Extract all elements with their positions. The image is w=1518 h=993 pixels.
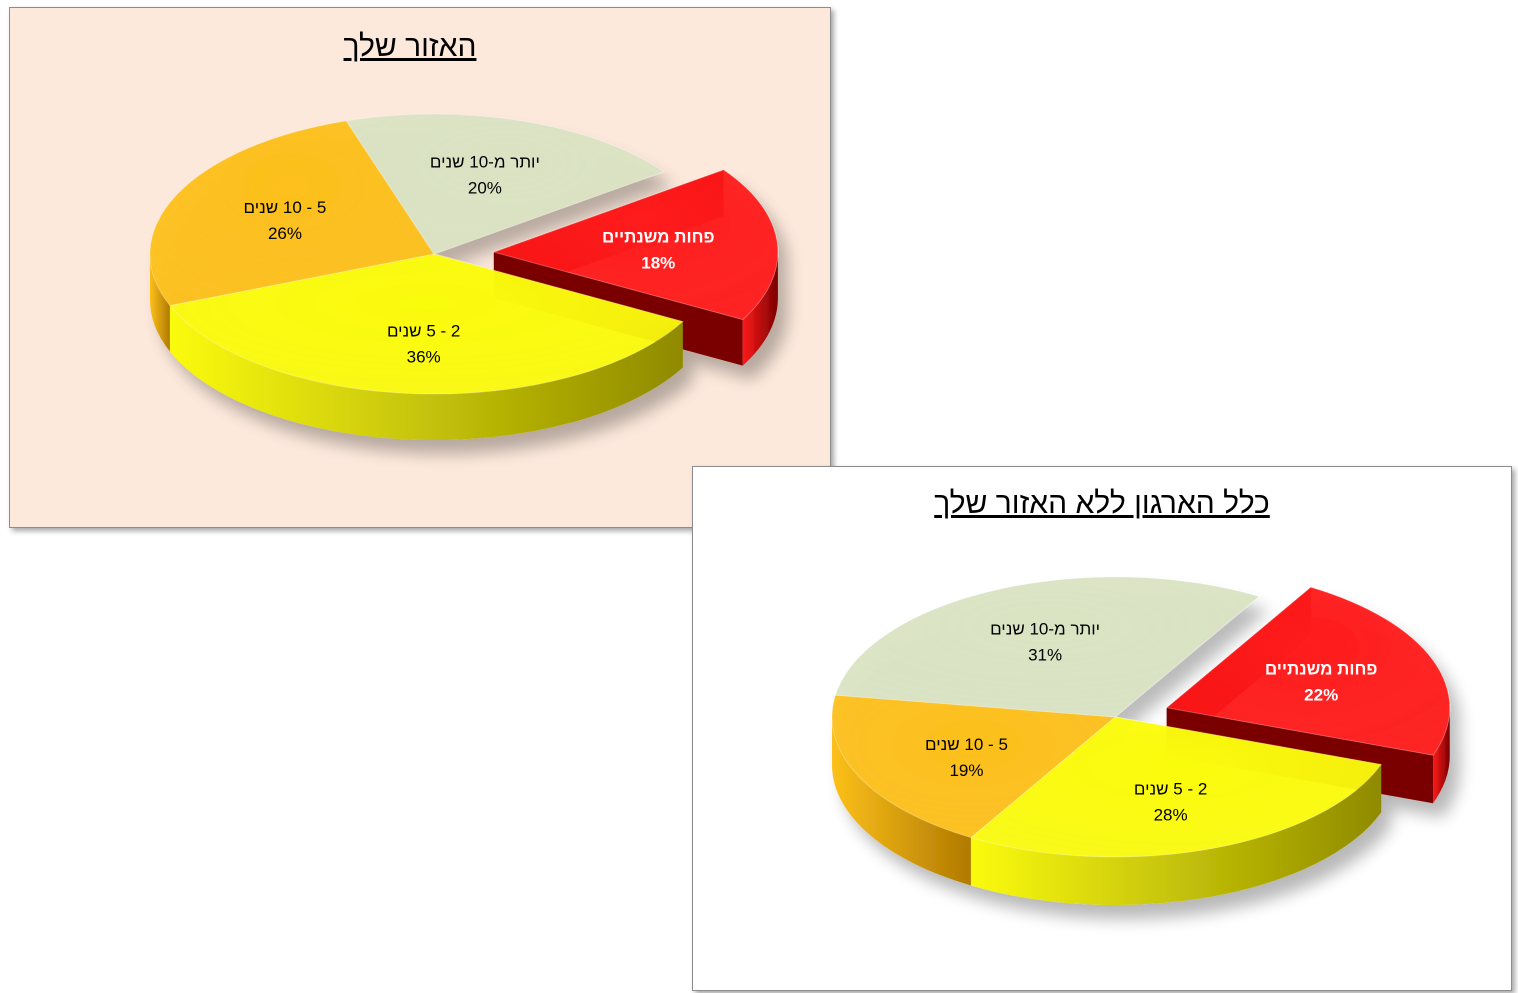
chart-title: האזור שלך: [343, 30, 477, 63]
pie-slice: [149, 120, 435, 307]
pie-slice: [345, 113, 665, 255]
chart-title: כלל הארגון ללא האזור שלך: [934, 487, 1270, 520]
slice-label: 2 - 5 שנים: [387, 322, 460, 341]
chart-panel-organization: כלל הארגון ללא האזור שלך פחות משנתיים 22%…: [692, 466, 1512, 991]
slice-label: 2 - 5 שנים: [1134, 780, 1207, 799]
slice-label: 5 - 10 שנים: [244, 198, 327, 217]
pie-chart-region: פחות משנתיים 18% 2 - 5 שנים 36% 5 - 10 שנים 2…: [149, 113, 779, 441]
slice-label: 5 - 10 שנים: [925, 735, 1008, 754]
pie-slice: [169, 253, 684, 395]
pie-slice: [492, 169, 779, 321]
slice-value-label: 19%: [949, 761, 983, 780]
slice-label: פחות משנתיים: [1265, 659, 1378, 678]
pie-slice: [831, 694, 1117, 839]
slice-label: יותר מ-10 שנים: [990, 619, 1100, 638]
slice-value-label: 22%: [1304, 685, 1338, 704]
slice-value-label: 18%: [641, 254, 675, 273]
chart-panel-region: האזור שלך פחות משנתיים 18% 2 - 5 שנים 36% 5 …: [9, 7, 831, 528]
pie-chart-organization: פחות משנתיים 22% 2 - 5 שנים 28% 5 - 10 שנים 1…: [831, 576, 1451, 905]
slice-value-label: 31%: [1028, 645, 1062, 664]
slice-label: יותר מ-10 שנים: [430, 152, 540, 171]
slice-label: פחות משנתיים: [602, 228, 715, 247]
slice-value-label: 36%: [407, 348, 441, 367]
slice-value-label: 26%: [268, 224, 302, 243]
pie-slice: [834, 576, 1261, 718]
pie-slice: [1165, 586, 1451, 756]
slice-value-label: 28%: [1154, 806, 1188, 825]
slice-value-label: 20%: [468, 178, 502, 197]
